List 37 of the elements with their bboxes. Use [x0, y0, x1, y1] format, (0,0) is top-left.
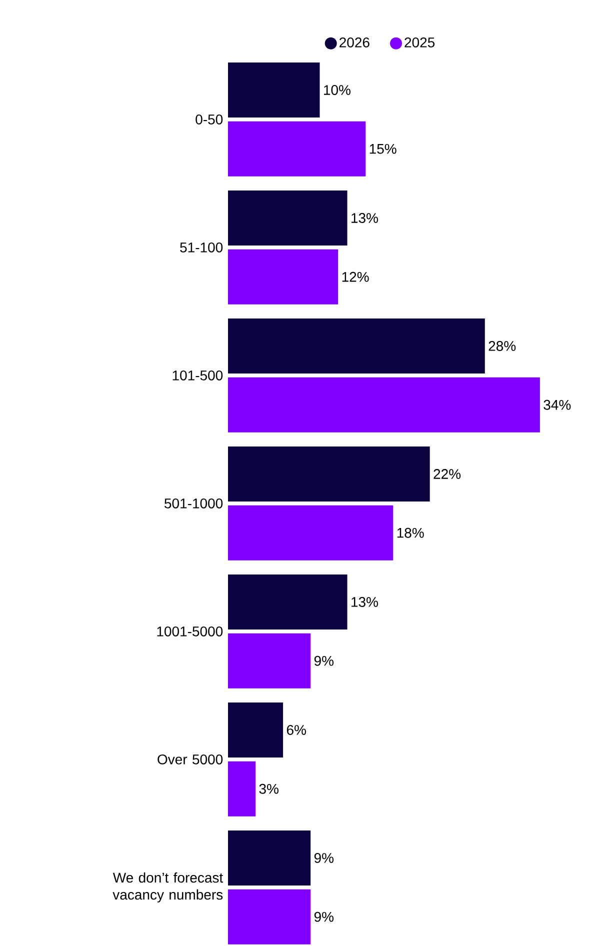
y-tick-label: 0-50: [196, 114, 223, 124]
legend-label: 2025: [404, 37, 435, 48]
bar: [228, 702, 284, 758]
data-label: 3%: [259, 784, 278, 794]
data-label: 34%: [544, 400, 571, 410]
data-label: 10%: [324, 85, 350, 95]
data-label: 12%: [342, 272, 369, 282]
bar: [228, 889, 311, 944]
data-label: 22%: [434, 469, 461, 479]
bar: [228, 633, 311, 688]
y-tick-label: 501-1000: [164, 498, 223, 508]
data-label: 15%: [370, 144, 396, 154]
data-label: 6%: [286, 725, 306, 735]
bar: [228, 574, 348, 630]
y-tick-label: Over 5000: [158, 754, 223, 764]
data-label: 28%: [488, 341, 516, 351]
bar: [228, 377, 540, 432]
data-label: 9%: [314, 912, 334, 922]
data-label: 9%: [314, 656, 334, 666]
bar: [228, 446, 430, 502]
bar: [228, 505, 394, 560]
bar: [228, 249, 338, 304]
bar: [228, 190, 348, 246]
data-label: 9%: [314, 853, 334, 863]
bar: [228, 62, 320, 118]
bar: [228, 318, 485, 374]
bar: [228, 121, 366, 176]
data-label: 13%: [352, 213, 378, 223]
y-tick-label: We don’t forecast vacancy numbers: [112, 872, 224, 902]
bar: [228, 761, 256, 816]
bar: [228, 830, 311, 886]
y-tick-label: 101-500: [172, 370, 223, 380]
data-label: 13%: [352, 597, 378, 607]
data-label: 18%: [397, 528, 424, 538]
y-tick-label: 51-100: [180, 242, 223, 252]
y-tick-label: 1001-5000: [157, 626, 223, 636]
legend-label: 2026: [340, 37, 370, 48]
